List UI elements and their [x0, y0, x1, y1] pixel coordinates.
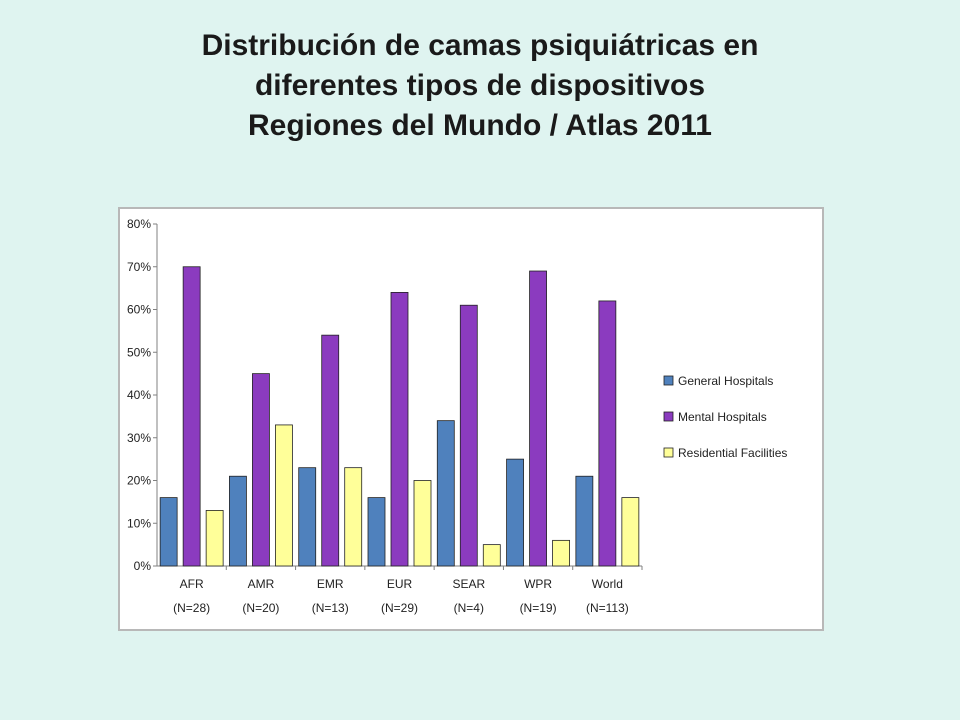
bar-residential-facilities [621, 497, 640, 567]
bar-mental-hospitals [182, 266, 201, 567]
legend-swatch [663, 375, 674, 386]
bar-mental-hospitals [321, 334, 340, 567]
bar-general-hospitals [298, 467, 317, 567]
bar-general-hospitals [506, 458, 524, 567]
x-category-sublabel: (N=28) [173, 601, 210, 615]
bar-chart: 0% 10% 20% 30% 40% 50% 60% 70% 80% AFR (N=28) AMR (N… [127, 217, 787, 615]
bar-general-hospitals [159, 497, 178, 567]
bar-general-hospitals [229, 475, 247, 567]
x-category-sublabel: (N=4) [454, 601, 484, 615]
bar-general-hospitals [367, 497, 386, 567]
bar-residential-facilities [275, 424, 293, 567]
title-line-3: Regiones del Mundo / Atlas 2011 [247, 109, 712, 142]
x-category-sublabel: (N=19) [520, 601, 557, 615]
legend-swatch [663, 447, 674, 458]
bar-mental-hospitals [459, 304, 478, 567]
y-tick-label: 10% [127, 516, 151, 530]
bar-mental-hospitals [598, 300, 617, 567]
chart-frame: 0% 10% 20% 30% 40% 50% 60% 70% 80% AFR (N=28) AMR (N… [118, 207, 824, 631]
y-tick-label: 40% [127, 388, 151, 402]
bar-residential-facilities [413, 480, 432, 567]
x-category-label: AMR [248, 577, 275, 591]
legend-label: Mental Hospitals [678, 410, 767, 424]
y-tick-label: 50% [127, 345, 151, 359]
bar-residential-facilities [344, 467, 363, 567]
bar-mental-hospitals [252, 373, 270, 567]
y-tick-label: 20% [127, 474, 151, 488]
title-line-1: Distribución de camas psiquiátricas en [201, 29, 759, 62]
x-category-sublabel: (N=13) [312, 601, 349, 615]
bar-residential-facilities [205, 510, 224, 567]
y-tick-label: 80% [127, 217, 151, 231]
title-line-2: diferentes tipos de dispositivos [254, 69, 706, 102]
x-category-label: EMR [317, 577, 344, 591]
bar-mental-hospitals [390, 292, 409, 567]
bar-general-hospitals [436, 420, 455, 567]
x-category-sublabel: (N=29) [381, 601, 418, 615]
legend-swatch [663, 411, 674, 422]
legend-label: Residential Facilities [678, 446, 787, 460]
x-category-label: SEAR [452, 577, 485, 591]
y-tick-label: 0% [134, 559, 152, 573]
x-category-label: WPR [524, 577, 552, 591]
x-category-label: EUR [387, 577, 413, 591]
bar-residential-facilities [482, 544, 501, 567]
slide-title: Distribución de camas psiquiátricas en d… [0, 26, 960, 146]
x-category-sublabel: (N=20) [242, 601, 279, 615]
x-category-label: AFR [180, 577, 204, 591]
y-tick-label: 30% [127, 431, 151, 445]
x-category-sublabel: (N=113) [586, 601, 629, 615]
bar-general-hospitals [575, 475, 594, 567]
y-tick-label: 70% [127, 260, 151, 274]
y-tick-label: 60% [127, 303, 151, 317]
legend-label: General Hospitals [678, 374, 773, 388]
bar-residential-facilities [552, 539, 570, 567]
bar-mental-hospitals [529, 270, 547, 567]
x-category-label: World [592, 577, 623, 591]
